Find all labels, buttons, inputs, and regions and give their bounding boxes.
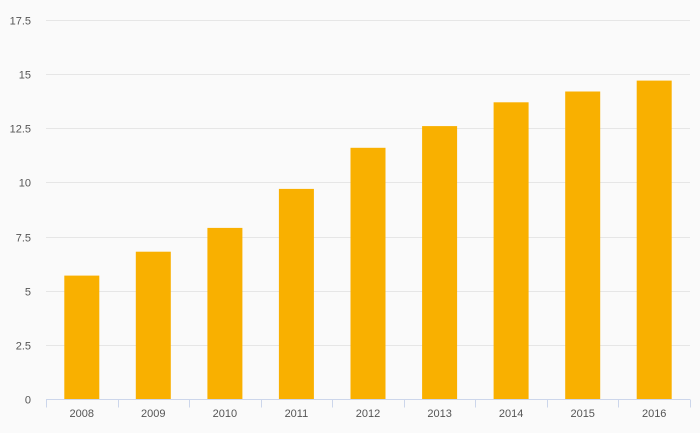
bar-2012[interactable] bbox=[350, 147, 386, 399]
x-axis-tick-labels: 2008 2009 2010 2011 2012 2013 2014 2015 2016 bbox=[70, 408, 667, 420]
x-tick-label: 2016 bbox=[642, 408, 666, 420]
x-tick-label: 2014 bbox=[499, 408, 523, 420]
x-tick-label: 2011 bbox=[285, 408, 309, 420]
bar-2010[interactable] bbox=[207, 227, 243, 399]
y-tick-label: 12.5 bbox=[10, 124, 31, 136]
y-tick-label: 0 bbox=[25, 395, 31, 407]
y-axis-tick-labels: 0 2.5 5 7.5 10 12.5 15 17.5 bbox=[10, 16, 31, 407]
bar-2016[interactable] bbox=[636, 80, 672, 399]
axes bbox=[46, 399, 691, 408]
x-tick-label: 2012 bbox=[356, 408, 380, 420]
x-tick-label: 2013 bbox=[427, 408, 451, 420]
y-tick-label: 10 bbox=[19, 178, 31, 190]
x-tick-label: 2015 bbox=[570, 408, 594, 420]
bar-2011[interactable] bbox=[278, 188, 314, 399]
bars bbox=[64, 80, 672, 400]
x-tick-label: 2010 bbox=[213, 408, 237, 420]
y-tick-label: 5 bbox=[25, 287, 31, 299]
y-tick-label: 2.5 bbox=[16, 341, 31, 353]
x-tick-label: 2009 bbox=[141, 408, 165, 420]
bar-2013[interactable] bbox=[422, 126, 458, 399]
bar-2008[interactable] bbox=[64, 275, 100, 399]
y-tick-label: 17.5 bbox=[10, 16, 31, 28]
bar-2015[interactable] bbox=[565, 91, 601, 400]
y-tick-label: 15 bbox=[19, 70, 31, 82]
x-tick-label: 2008 bbox=[70, 408, 94, 420]
bar-2014[interactable] bbox=[493, 102, 529, 400]
bar-2009[interactable] bbox=[135, 251, 171, 399]
y-tick-label: 7.5 bbox=[16, 233, 31, 245]
